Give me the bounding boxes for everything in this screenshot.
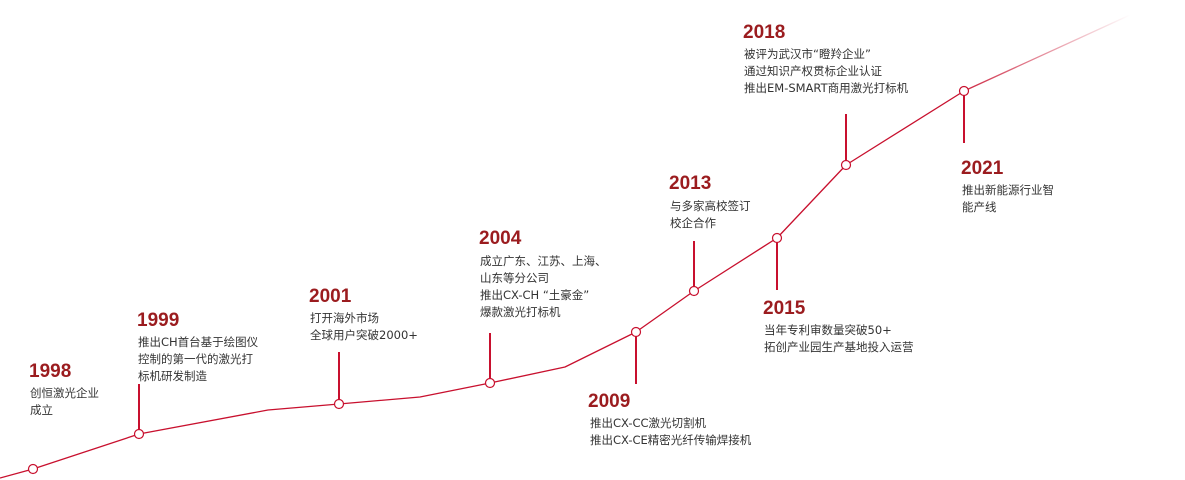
milestone-line: 被评为武汉市“瞪羚企业” [744,47,871,61]
node-2013 [688,285,700,297]
node-1999 [133,428,145,440]
milestone-line: 能产线 [962,200,997,214]
node-2004 [484,377,496,389]
milestone-desc-2018: 被评为武汉市“瞪羚企业” 通过知识产权贯标企业认证 推出EM-SMART商用激光… [744,46,908,97]
milestone-year-2004: 2004 [479,228,522,249]
milestone-year-2013: 2013 [669,173,712,194]
node-2001 [333,398,345,410]
node-2009 [630,326,642,338]
milestone-line: 成立广东、江苏、上海、 [480,254,607,268]
milestone-line: 控制的第一代的激光打 [138,352,253,366]
milestone-line: 推出CX-CH “土豪金” [480,288,590,302]
milestone-line: 成立 [30,403,53,417]
milestone-line: 全球用户突破2000+ [310,328,418,342]
milestone-year-2015: 2015 [763,298,806,319]
milestone-line: 创恒激光企业 [30,386,99,400]
milestone-desc-2004: 成立广东、江苏、上海、 山东等分公司 推出CX-CH “土豪金” 爆款激光打标机 [480,253,607,321]
milestone-line: 校企合作 [670,216,716,230]
milestone-year-1999: 1999 [137,310,180,331]
milestone-line: 推出CX-CE精密光纤传输焊接机 [590,433,752,447]
milestone-year-2018: 2018 [743,22,786,43]
milestone-line: 通过知识产权贯标企业认证 [744,64,882,78]
milestone-desc-2013: 与多家高校签订 校企合作 [670,198,751,232]
milestone-line: 拓创产业园生产基地投入运营 [764,340,914,354]
milestone-desc-1999: 推出CH首台基于绘图仪 控制的第一代的激光打 标机研发制造 [138,334,258,385]
milestone-line: 打开海外市场 [310,311,379,325]
milestone-line: 山东等分公司 [480,271,549,285]
milestone-line: 推出CH首台基于绘图仪 [138,335,259,349]
milestone-line: 推出CX-CC激光切割机 [590,416,707,430]
milestone-line: 推出新能源行业智 [962,183,1054,197]
milestone-line: 爆款激光打标机 [480,305,561,319]
milestone-desc-2015: 当年专利审数量突破50+ 拓创产业园生产基地投入运营 [764,322,914,356]
milestone-desc-2009: 推出CX-CC激光切割机 推出CX-CE精密光纤传输焊接机 [590,415,751,449]
milestone-year-1998: 1998 [29,361,72,382]
node-2018 [840,159,852,171]
milestone-desc-2001: 打开海外市场 全球用户突破2000+ [310,310,418,344]
timeline-tail [963,14,1131,92]
milestone-desc-2021: 推出新能源行业智 能产线 [962,182,1054,216]
milestone-line: 与多家高校签订 [670,199,751,213]
milestone-year-2001: 2001 [309,286,352,307]
milestone-year-2021: 2021 [961,158,1004,179]
milestone-line: 标机研发制造 [138,369,207,383]
milestone-year-2009: 2009 [588,391,631,412]
node-2015 [771,232,783,244]
milestone-line: 推出EM-SMART商用激光打标机 [744,81,909,95]
node-2021 [958,85,970,97]
milestone-line: 当年专利审数量突破50+ [764,323,892,337]
node-1998 [27,463,39,475]
milestone-desc-1998: 创恒激光企业 成立 [30,385,99,419]
